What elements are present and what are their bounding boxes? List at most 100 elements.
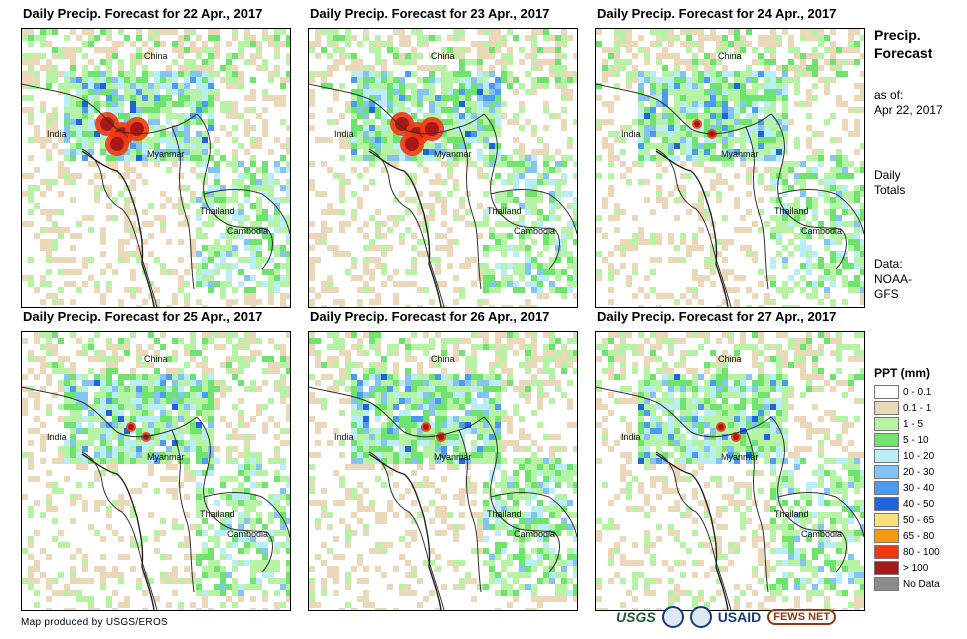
precip-cell (489, 107, 495, 113)
precip-cell (692, 95, 698, 101)
precip-cell (495, 131, 501, 137)
precip-cell (190, 95, 196, 101)
precip-cell (286, 185, 290, 191)
precip-cell (345, 368, 351, 374)
precip-cell (286, 281, 290, 287)
precip-cell (525, 53, 531, 59)
precip-cell (417, 428, 423, 434)
precip-cell (280, 83, 286, 89)
precip-cell (46, 179, 52, 185)
precip-cell (489, 416, 495, 422)
precip-cell (489, 29, 495, 35)
precip-cell (250, 338, 256, 344)
precip-cell (64, 608, 70, 610)
precip-cell (154, 596, 160, 602)
precip-cell (268, 197, 274, 203)
precip-cell (405, 59, 411, 65)
precip-cell (555, 53, 561, 59)
precip-cell (76, 422, 82, 428)
precip-cell (280, 119, 286, 125)
precip-cell (112, 77, 118, 83)
precip-cell (244, 119, 250, 125)
precip-cell (417, 482, 423, 488)
precip-cell (495, 149, 501, 155)
precip-cell (686, 89, 692, 95)
precip-cell (369, 344, 375, 350)
precip-cell (333, 47, 339, 53)
precip-cell (483, 392, 489, 398)
precip-cell (58, 356, 64, 362)
precip-cell (447, 131, 453, 137)
precip-cell (788, 203, 794, 209)
precip-cell (238, 590, 244, 596)
precip-cell (537, 179, 543, 185)
precip-cell (357, 131, 363, 137)
precip-cell (82, 344, 88, 350)
country-border (596, 83, 772, 135)
precip-cell (704, 155, 710, 161)
precip-cell (351, 434, 357, 440)
precip-cell (208, 464, 214, 470)
precip-cell (130, 506, 136, 512)
precip-cell (465, 368, 471, 374)
precip-cell (465, 263, 471, 269)
precip-cell (812, 215, 818, 221)
precip-cell (256, 512, 262, 518)
precip-cell (375, 143, 381, 149)
precip-cell (405, 95, 411, 101)
precip-cell (244, 332, 250, 338)
coastline (81, 453, 155, 610)
precip-cell (836, 71, 842, 77)
precip-cell (375, 386, 381, 392)
precip-cell (818, 281, 824, 287)
precip-cell (435, 191, 441, 197)
precip-cell (220, 263, 226, 269)
precip-cell (447, 149, 453, 155)
precip-cell (441, 338, 447, 344)
precip-cell (507, 47, 513, 53)
precip-cell (567, 137, 573, 143)
precip-cell (650, 41, 656, 47)
precip-cell (262, 125, 268, 131)
precip-cell (453, 458, 459, 464)
precip-cell (46, 434, 52, 440)
precip-cell (208, 524, 214, 530)
precip-cell (100, 428, 106, 434)
precip-cell (142, 107, 148, 113)
precip-cell (435, 380, 441, 386)
precip-cell (34, 203, 40, 209)
precip-cell (740, 215, 746, 221)
precip-cell (632, 161, 638, 167)
precip-cell (160, 83, 166, 89)
precip-cell (710, 35, 716, 41)
precip-cell (94, 458, 100, 464)
precip-cell (250, 143, 256, 149)
precip-cell (435, 452, 441, 458)
precip-cell (208, 65, 214, 71)
precip-cell (130, 251, 136, 257)
precip-cell (190, 137, 196, 143)
precip-cell (339, 299, 345, 305)
precip-cell (764, 119, 770, 125)
precip-cell (58, 71, 64, 77)
precip-cell (148, 137, 154, 143)
precip-cell (244, 548, 250, 554)
precip-cell (28, 197, 34, 203)
precip-cell (495, 446, 501, 452)
precip-cell (411, 380, 417, 386)
precip-cell (160, 434, 166, 440)
precip-cell (369, 131, 375, 137)
precip-cell (178, 239, 184, 245)
precip-cell (226, 281, 232, 287)
precip-cell (160, 227, 166, 233)
precip-cell (274, 161, 280, 167)
precip-cell (172, 350, 178, 356)
precip-cell (435, 410, 441, 416)
precip-cell (447, 191, 453, 197)
precip-cell (441, 77, 447, 83)
precip-cell (411, 440, 417, 446)
precip-cell (34, 71, 40, 77)
precip-cell (435, 446, 441, 452)
precip-cell (124, 416, 130, 422)
precip-cell (417, 239, 423, 245)
